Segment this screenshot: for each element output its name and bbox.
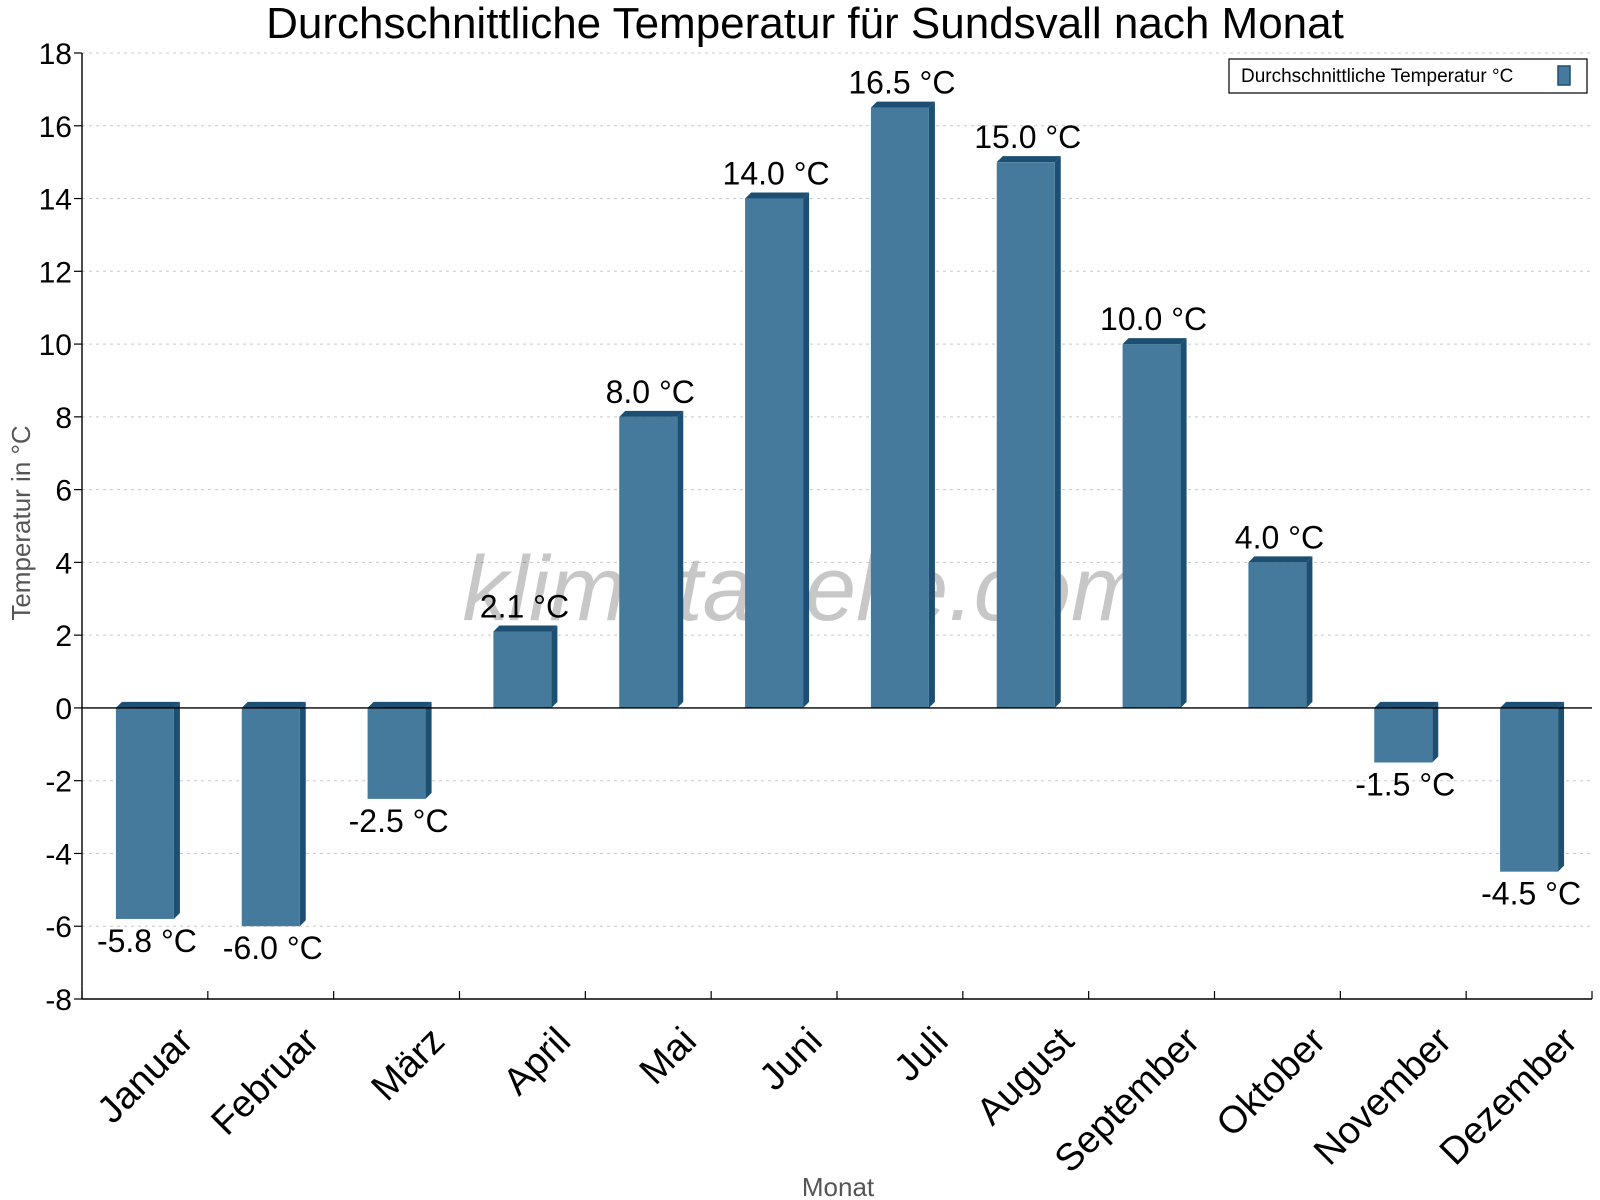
bar-side bbox=[1180, 338, 1187, 708]
x-tick-label: Juli bbox=[886, 1020, 956, 1090]
bar-top bbox=[870, 101, 935, 108]
x-tick-label: Mai bbox=[632, 1020, 705, 1093]
bar-side bbox=[299, 701, 306, 927]
bar-side bbox=[803, 192, 810, 708]
data-label: -6.0 °C bbox=[223, 930, 323, 966]
bar-side bbox=[1306, 556, 1313, 708]
x-axis-label: Monat bbox=[802, 1172, 875, 1200]
y-axis-label: Temperatur in °C bbox=[6, 425, 36, 620]
bar bbox=[996, 162, 1055, 708]
bar-side bbox=[1054, 156, 1061, 708]
x-tick-label: August bbox=[969, 1020, 1083, 1134]
bar-top bbox=[745, 192, 810, 199]
bar bbox=[1500, 707, 1559, 872]
bar-top bbox=[1374, 701, 1439, 708]
y-tick-label: 16 bbox=[39, 111, 72, 144]
data-label: 14.0 °C bbox=[723, 156, 830, 192]
bar-side bbox=[677, 410, 684, 708]
bar-side bbox=[173, 701, 180, 919]
bar-group bbox=[619, 410, 684, 708]
bar-top bbox=[996, 156, 1061, 163]
bar-side bbox=[425, 701, 432, 799]
data-labels-layer: -5.8 °C -6.0 °C -2.5 °C 2.1 °C 8.0 °C 14.0 °C… bbox=[97, 65, 1581, 967]
bar-top bbox=[241, 701, 306, 708]
y-tick-label: 10 bbox=[39, 329, 72, 362]
y-tick-label: -2 bbox=[45, 766, 72, 799]
x-tick-label: Februar bbox=[204, 1020, 328, 1144]
legend-box bbox=[1228, 58, 1588, 94]
x-tick-label: November bbox=[1306, 1020, 1460, 1174]
y-tick-label: -4 bbox=[45, 838, 72, 871]
bar-side bbox=[1558, 701, 1565, 872]
bar bbox=[870, 107, 929, 708]
bar-group bbox=[1248, 556, 1313, 708]
bar-group bbox=[241, 701, 306, 927]
bar-top bbox=[367, 701, 432, 708]
bar-group bbox=[745, 192, 810, 708]
y-tick-label: 8 bbox=[55, 402, 72, 435]
legend: Durchschnittliche Temperatur °C bbox=[1228, 58, 1588, 94]
bar-group bbox=[996, 156, 1061, 708]
bar bbox=[619, 416, 678, 708]
bar bbox=[367, 707, 426, 799]
x-tick-label: März bbox=[364, 1020, 453, 1109]
bar bbox=[241, 707, 300, 927]
bar-top bbox=[1500, 701, 1565, 708]
bar bbox=[745, 198, 804, 708]
y-tick-label: 18 bbox=[39, 38, 72, 71]
data-label: 15.0 °C bbox=[974, 119, 1081, 155]
bar bbox=[493, 631, 552, 708]
y-tick-label: 4 bbox=[55, 547, 72, 580]
x-tick-label: April bbox=[496, 1020, 579, 1103]
bar-top bbox=[1248, 556, 1313, 563]
data-label: 2.1 °C bbox=[480, 589, 569, 625]
y-tick-label: 14 bbox=[39, 184, 72, 217]
data-label: 16.5 °C bbox=[848, 65, 955, 101]
bar-group bbox=[1500, 701, 1565, 872]
y-tick-label: -6 bbox=[45, 911, 72, 944]
bar-top bbox=[1122, 338, 1187, 345]
x-tick-label: Januar bbox=[90, 1020, 202, 1132]
data-label: -4.5 °C bbox=[1481, 876, 1581, 912]
bar-group bbox=[870, 101, 935, 708]
grid-layer bbox=[82, 52, 1592, 1000]
bar-side bbox=[551, 625, 558, 708]
bar-top bbox=[619, 410, 684, 417]
y-tick-label: 0 bbox=[55, 693, 72, 726]
bar-group bbox=[115, 701, 180, 919]
bar-group bbox=[1122, 338, 1187, 708]
bar-top bbox=[493, 625, 558, 632]
data-label: 4.0 °C bbox=[1235, 519, 1324, 555]
data-label: -5.8 °C bbox=[97, 923, 197, 959]
bars-layer bbox=[115, 101, 1565, 927]
bar-group bbox=[1374, 701, 1439, 763]
bar bbox=[1374, 707, 1433, 763]
y-tick-label: 2 bbox=[55, 620, 72, 653]
y-tick-label: -8 bbox=[45, 984, 72, 1017]
x-tick-label: Dezember bbox=[1432, 1020, 1586, 1174]
bar bbox=[115, 707, 174, 919]
bar bbox=[1122, 344, 1181, 708]
x-tick-label: Oktober bbox=[1209, 1020, 1335, 1146]
legend-label: Durchschnittliche Temperatur °C bbox=[1241, 66, 1513, 87]
data-label: 10.0 °C bbox=[1100, 301, 1207, 337]
bar-side bbox=[1432, 701, 1439, 763]
data-label: -1.5 °C bbox=[1355, 767, 1455, 803]
data-label: 8.0 °C bbox=[606, 374, 695, 410]
y-tick-label: 12 bbox=[39, 256, 72, 289]
bar-side bbox=[928, 101, 935, 708]
bar-group bbox=[493, 625, 558, 708]
legend-swatch bbox=[1557, 65, 1571, 86]
bar-group bbox=[367, 701, 432, 799]
y-tick-label: 6 bbox=[55, 475, 72, 508]
chart-title: Durchschnittliche Temperatur für Sundsva… bbox=[266, 0, 1344, 48]
bar bbox=[1248, 562, 1307, 708]
x-tick-label: Juni bbox=[752, 1020, 831, 1099]
data-label: -2.5 °C bbox=[349, 803, 449, 839]
bar-top bbox=[115, 701, 180, 708]
